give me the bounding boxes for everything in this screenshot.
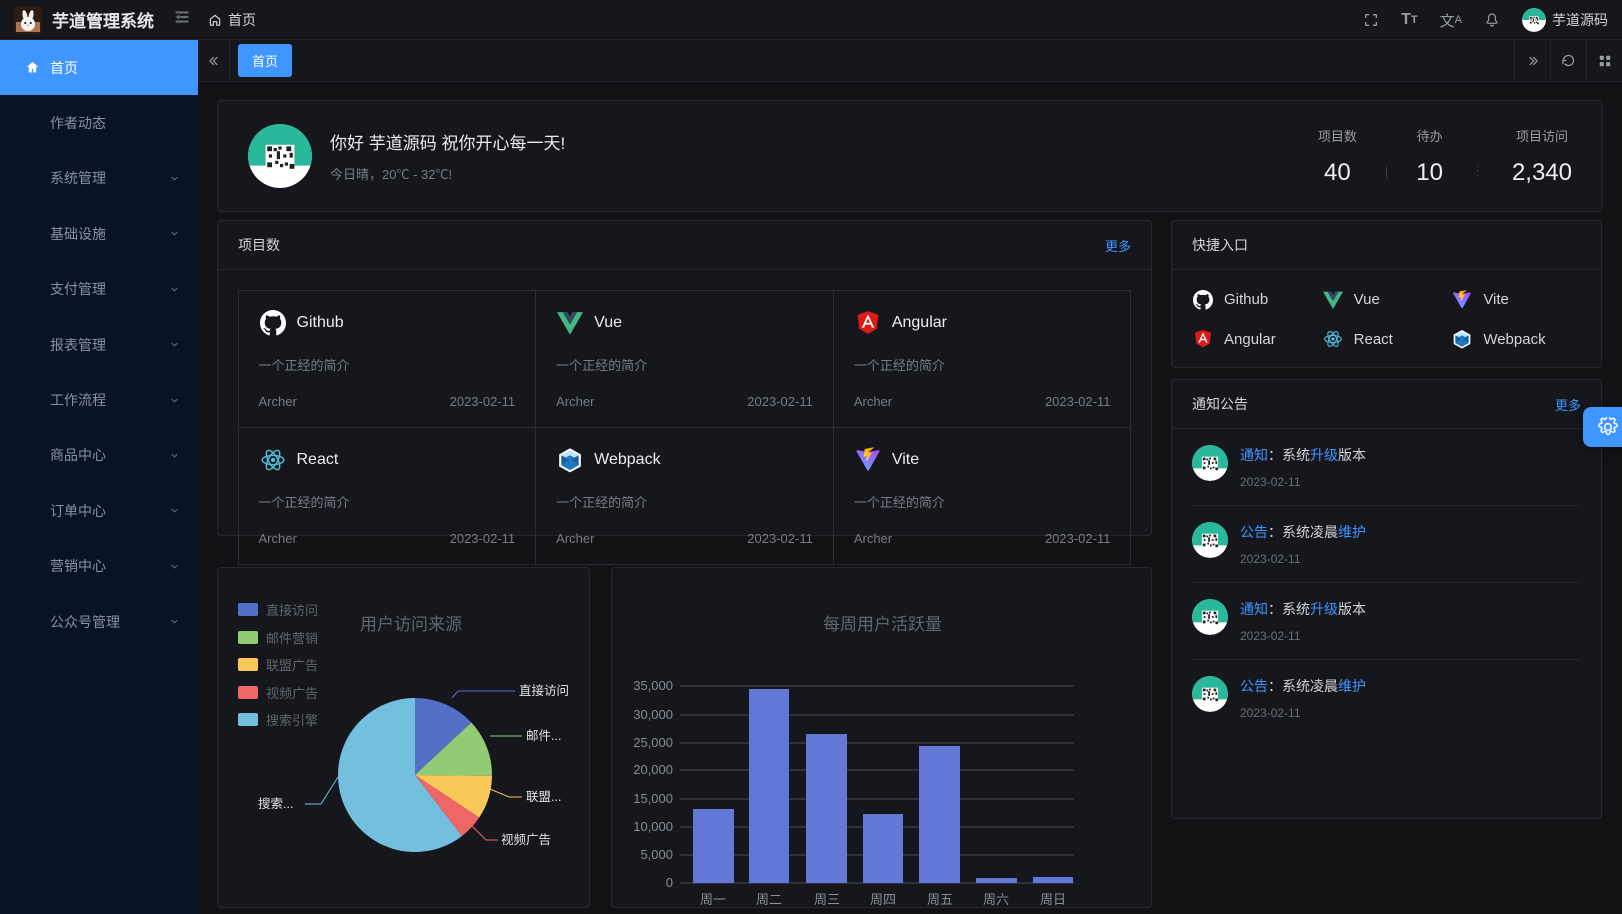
svg-text:周五: 周五 <box>927 892 953 907</box>
svg-text:25,000: 25,000 <box>633 735 673 750</box>
svg-text:0: 0 <box>666 875 673 890</box>
svg-text:搜索...: 搜索... <box>258 796 293 811</box>
svg-text:直接访问: 直接访问 <box>519 683 569 698</box>
svg-text:邮件...: 邮件... <box>526 729 561 743</box>
svg-text:15,000: 15,000 <box>633 791 673 806</box>
svg-text:周二: 周二 <box>756 892 782 907</box>
svg-text:30,000: 30,000 <box>633 707 673 722</box>
svg-text:周三: 周三 <box>814 892 840 907</box>
svg-text:周六: 周六 <box>983 892 1009 907</box>
svg-text:联盟...: 联盟... <box>526 790 561 804</box>
svg-text:20,000: 20,000 <box>633 762 673 777</box>
svg-text:10,000: 10,000 <box>633 819 673 834</box>
svg-text:视频广告: 视频广告 <box>501 832 551 847</box>
svg-text:周一: 周一 <box>700 892 726 907</box>
svg-text:周日: 周日 <box>1040 892 1066 907</box>
svg-text:周四: 周四 <box>870 892 896 907</box>
svg-text:5,000: 5,000 <box>640 847 673 862</box>
svg-text:35,000: 35,000 <box>633 678 673 693</box>
